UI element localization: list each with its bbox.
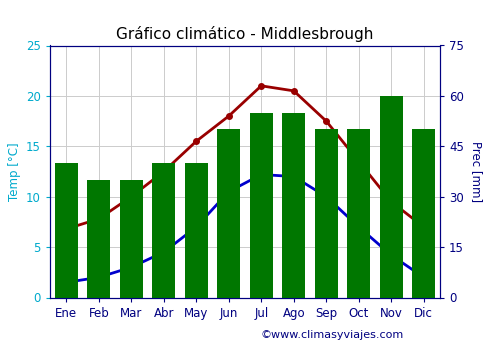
Bar [380,96,402,298]
Bar [282,113,305,298]
Title: Gráfico climático - Middlesbrough: Gráfico climático - Middlesbrough [116,26,374,42]
Bar [152,163,175,298]
Bar [348,130,370,298]
Y-axis label: Prec [mm]: Prec [mm] [470,141,484,202]
Bar [250,113,272,298]
Bar [315,130,338,298]
Bar [88,180,110,298]
Bar [55,163,78,298]
Y-axis label: Temp [°C]: Temp [°C] [8,142,20,201]
Bar [185,163,208,298]
Bar [218,130,240,298]
Bar [412,130,435,298]
Bar [120,180,142,298]
Text: ©www.climasyviajes.com: ©www.climasyviajes.com [260,329,403,340]
